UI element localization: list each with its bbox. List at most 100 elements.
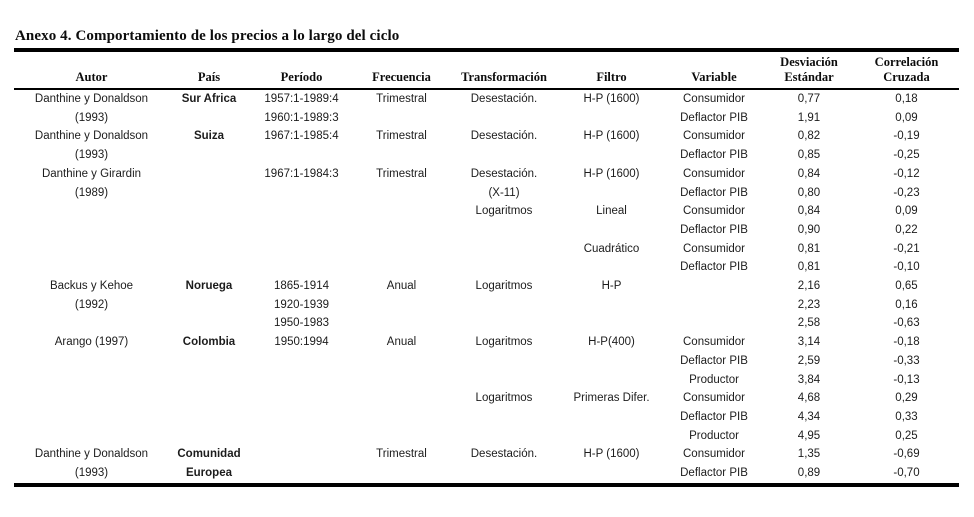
cell-variable: Consumidor — [683, 392, 745, 405]
cell-periodo: 1967:1-1984:3 — [264, 167, 339, 180]
table-row: Danthine y Donaldson Comunidad Trimestral D… — [14, 445, 959, 464]
cell-autor: (1993) — [74, 149, 109, 162]
table-row: (1993) Deflactor PIB 0,85 -0,25 — [14, 146, 959, 165]
cell-desviacion: 4,68 — [797, 392, 821, 405]
cell-autor: Danthine y Donaldson — [34, 93, 149, 105]
cell-autor — [14, 258, 169, 277]
table-row: Deflactor PIB 0,81 -0,10 — [14, 258, 959, 277]
cell-correlacion: -0,19 — [893, 130, 920, 143]
cell-pais — [169, 352, 249, 371]
cell-pais: Sur Africa — [181, 93, 237, 105]
cell-frecuencia — [354, 314, 449, 333]
cell-variable: Productor — [689, 429, 739, 442]
cell-frecuencia — [354, 296, 449, 315]
cell-autor — [14, 202, 169, 221]
cell-periodo: 1957:1-1989:4 — [264, 93, 339, 105]
cell-correlacion: 0,09 — [895, 111, 918, 124]
cell-variable — [664, 277, 764, 296]
cell-variable: Consumidor — [683, 205, 745, 218]
cell-pais — [169, 165, 249, 184]
cell-autor: Backus y Kehoe — [49, 280, 134, 293]
column-header-frecuencia: Frecuencia — [354, 53, 449, 90]
cell-filtro — [559, 184, 664, 203]
cell-variable: Deflactor PIB — [680, 149, 748, 162]
table-row: Logaritmos Lineal Consumidor 0,84 0,09 — [14, 202, 959, 221]
column-header-pais: País — [169, 53, 249, 90]
cell-autor — [14, 314, 169, 333]
cell-periodo: 1960:1-1989:3 — [264, 111, 339, 124]
cell-desviacion: 1,35 — [797, 448, 821, 461]
table-title: Anexo 4. Comportamiento de los precios a… — [15, 28, 400, 44]
cell-frecuencia — [354, 258, 449, 277]
cell-correlacion: -0,10 — [893, 261, 920, 274]
table-body: Danthine y Donaldson Sur Africa 1957:1-198… — [14, 89, 959, 485]
cell-filtro: H-P (1600) — [583, 130, 640, 143]
cell-transformacion: Desestación. — [470, 167, 538, 180]
cell-periodo: 1950-1983 — [274, 317, 329, 330]
table-row: Danthine y Donaldson Suiza 1967:1-1985:4 Tr… — [14, 127, 959, 146]
cell-transformacion — [449, 240, 559, 259]
cell-autor: (1993) — [74, 111, 109, 124]
table-row: Deflactor PIB 4,34 0,33 — [14, 408, 959, 427]
cell-transformacion: (X-11) — [488, 186, 520, 199]
cell-variable: Consumidor — [683, 93, 745, 105]
cell-filtro — [559, 371, 664, 390]
cell-transformacion: Desestación. — [470, 448, 538, 461]
cell-autor — [14, 352, 169, 371]
cell-transformacion: Logaritmos — [475, 280, 533, 293]
cell-periodo — [249, 258, 354, 277]
cell-filtro: H-P(400) — [588, 336, 635, 349]
cell-pais — [169, 314, 249, 333]
cell-filtro — [559, 221, 664, 240]
cell-variable — [664, 314, 764, 333]
cell-correlacion: -0,23 — [893, 186, 920, 199]
cell-filtro: H-P (1600) — [583, 167, 640, 180]
cell-variable: Deflactor PIB — [680, 410, 748, 423]
cell-variable: Productor — [689, 373, 739, 386]
cell-frecuencia — [354, 221, 449, 240]
cell-pais — [169, 427, 249, 446]
cell-variable: Deflactor PIB — [680, 261, 748, 274]
cell-pais — [169, 202, 249, 221]
cell-desviacion: 4,34 — [797, 410, 821, 423]
cell-pais — [169, 240, 249, 259]
cell-variable: Consumidor — [683, 167, 745, 180]
cell-desviacion: 1,91 — [797, 111, 821, 124]
cell-desviacion: 0,80 — [797, 186, 821, 199]
cell-periodo: 1967:1-1985:4 — [264, 130, 339, 143]
cell-desviacion: 0,82 — [797, 130, 821, 143]
cell-autor — [14, 389, 169, 408]
cell-transformacion: Desestación. — [470, 93, 538, 105]
cell-pais: Comunidad — [177, 448, 241, 461]
cell-autor — [14, 240, 169, 259]
cell-periodo — [249, 184, 354, 203]
cell-desviacion: 0,85 — [797, 149, 821, 162]
cell-variable: Deflactor PIB — [680, 111, 748, 124]
column-header-correlacion: Correlación Cruzada — [854, 53, 959, 90]
cell-periodo: 1865-1914 — [274, 280, 329, 293]
cell-autor — [14, 427, 169, 446]
cell-periodo — [249, 352, 354, 371]
column-header-periodo: Período — [249, 53, 354, 90]
cell-variable: Consumidor — [683, 448, 745, 461]
cell-autor — [14, 221, 169, 240]
cell-autor: (1993) — [74, 467, 109, 480]
cell-pais: Noruega — [185, 280, 233, 293]
column-header-desviacion: Desviación Estándar — [764, 53, 854, 90]
cell-transformacion — [449, 296, 559, 315]
title-rule — [14, 48, 959, 52]
cell-autor: (1992) — [74, 298, 109, 311]
cell-correlacion: -0,33 — [893, 354, 920, 367]
cell-periodo — [249, 221, 354, 240]
cell-pais — [169, 296, 249, 315]
table-row: Productor 3,84 -0,13 — [14, 371, 959, 390]
cell-filtro: H-P (1600) — [583, 93, 640, 105]
cell-desviacion: 3,84 — [797, 373, 821, 386]
cell-pais — [169, 258, 249, 277]
cell-transformacion — [449, 221, 559, 240]
cell-frecuencia — [354, 389, 449, 408]
cell-frecuencia — [354, 427, 449, 446]
cell-desviacion: 2,59 — [797, 354, 821, 367]
cell-desviacion: 2,16 — [797, 280, 821, 293]
cell-filtro — [559, 464, 664, 485]
